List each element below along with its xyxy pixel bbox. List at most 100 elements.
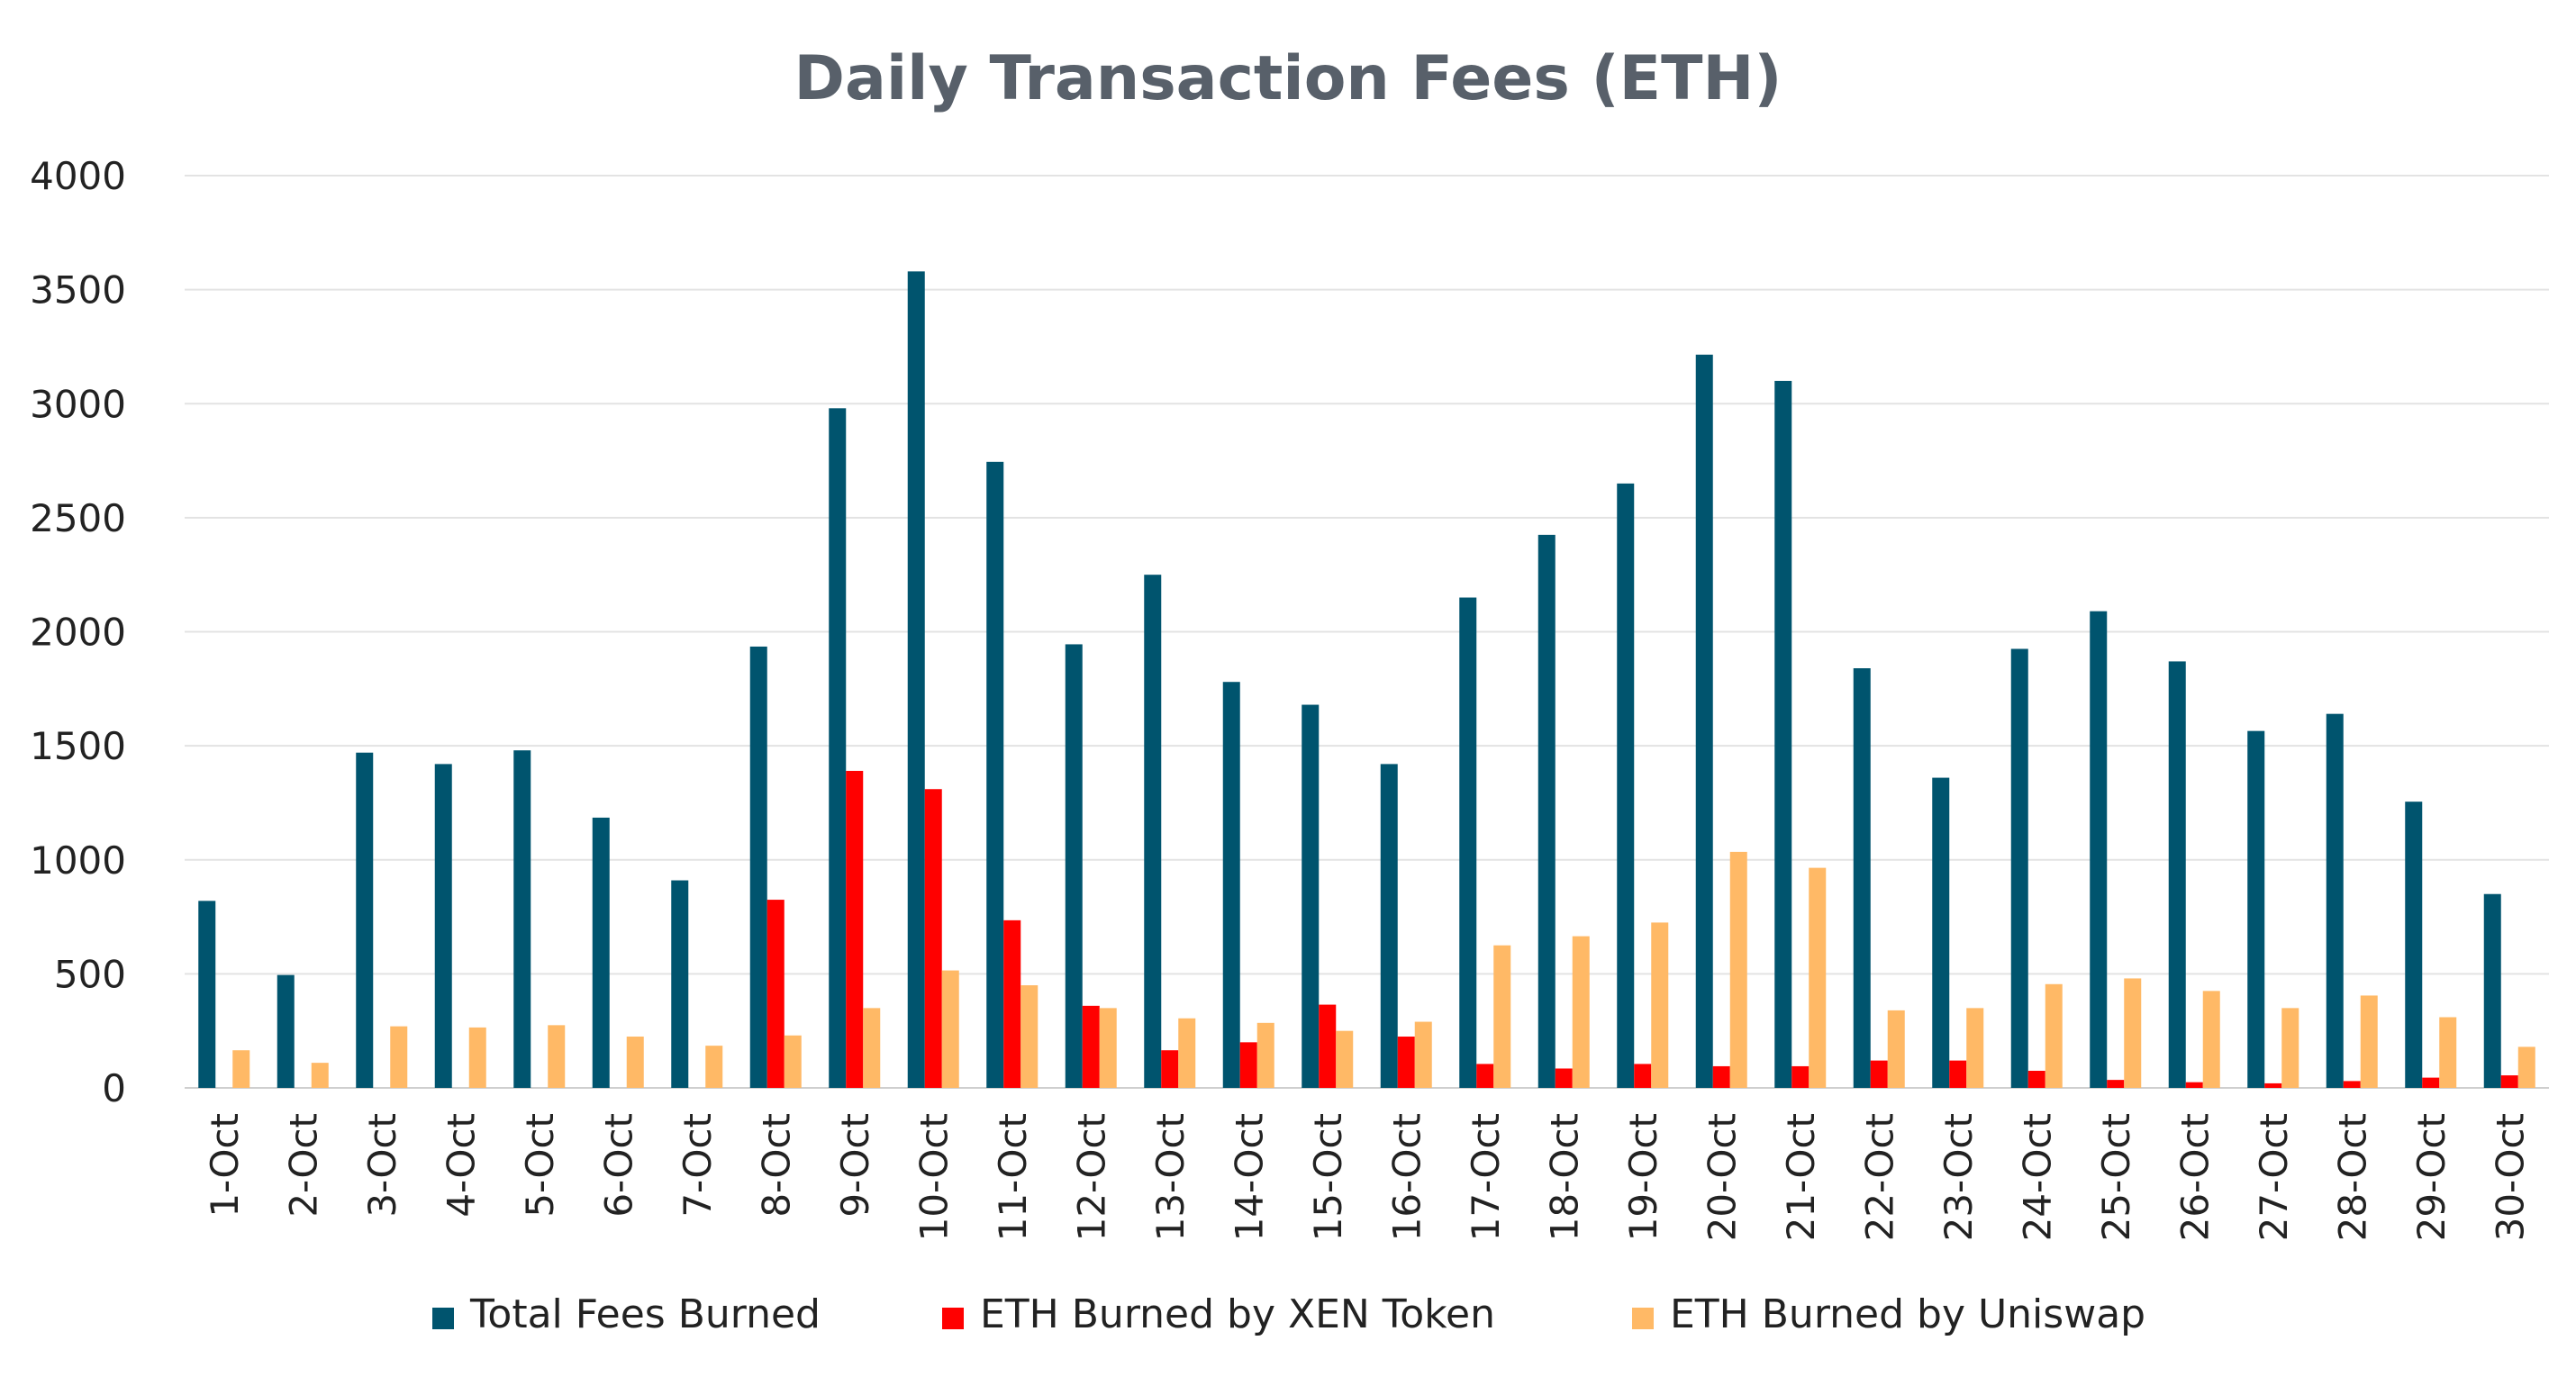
bar-eth-burned-by-xen-token-30-Oct (2500, 1075, 2518, 1088)
y-tick-label: 0 (102, 1066, 126, 1110)
x-tick-label: 14-Oct (1227, 1113, 1271, 1241)
x-tick-label: 13-Oct (1148, 1113, 1193, 1241)
bar-total-fees-burned-13-Oct (1144, 575, 1162, 1088)
bar-eth-burned-by-uniswap-12-Oct (1099, 1008, 1117, 1088)
x-tick-label: 5-Oct (518, 1113, 562, 1218)
bar-total-fees-burned-18-Oct (1537, 534, 1556, 1088)
bar-eth-burned-by-uniswap-29-Oct (2439, 1017, 2457, 1088)
bar-eth-burned-by-uniswap-21-Oct (1809, 867, 1827, 1088)
bar-eth-burned-by-xen-token-25-Oct (2107, 1080, 2125, 1088)
bar-total-fees-burned-5-Oct (513, 750, 531, 1088)
y-tick-label: 2500 (30, 496, 126, 540)
x-tick-label: 28-Oct (2330, 1113, 2374, 1241)
bar-eth-burned-by-xen-token-22-Oct (1870, 1060, 1888, 1088)
legend-item-total-fees-burned: Total Fees Burned (432, 1291, 821, 1337)
chart-title: Daily Transaction Fees (ETH) (794, 43, 1782, 114)
bar-eth-burned-by-uniswap-16-Oct (1414, 1021, 1432, 1088)
bar-total-fees-burned-8-Oct (749, 646, 767, 1088)
x-tick-label: 26-Oct (2172, 1113, 2217, 1241)
bar-eth-burned-by-xen-token-8-Oct (766, 900, 785, 1088)
bar-eth-burned-by-uniswap-9-Oct (863, 1008, 881, 1088)
y-tick-label: 3500 (30, 268, 126, 313)
bar-total-fees-burned-24-Oct (2010, 648, 2028, 1088)
bar-eth-burned-by-xen-token-28-Oct (2343, 1081, 2361, 1088)
bar-eth-burned-by-uniswap-20-Oct (1729, 851, 1747, 1088)
legend-swatch (942, 1308, 964, 1329)
bar-eth-burned-by-uniswap-14-Oct (1256, 1022, 1274, 1088)
x-tick-label: 15-Oct (1306, 1113, 1350, 1241)
x-tick-label: 3-Oct (360, 1113, 404, 1218)
x-tick-label: 16-Oct (1384, 1113, 1429, 1241)
bar-eth-burned-by-uniswap-25-Oct (2124, 978, 2142, 1088)
bar-total-fees-burned-14-Oct (1222, 682, 1240, 1088)
bar-eth-burned-by-xen-token-12-Oct (1082, 1005, 1100, 1088)
bar-total-fees-burned-7-Oct (671, 880, 689, 1088)
bar-eth-burned-by-xen-token-15-Oct (1319, 1004, 1337, 1088)
bar-total-fees-burned-29-Oct (2405, 802, 2423, 1088)
x-tick-label: 25-Oct (2094, 1113, 2138, 1241)
x-tick-label: 30-Oct (2488, 1113, 2532, 1241)
bar-eth-burned-by-uniswap-30-Oct (2517, 1046, 2535, 1088)
bar-eth-burned-by-uniswap-3-Oct (390, 1026, 408, 1088)
bar-total-fees-burned-23-Oct (1932, 777, 1950, 1088)
x-tick-label: 1-Oct (203, 1113, 247, 1218)
y-tick-label: 3000 (30, 382, 126, 426)
bar-eth-burned-by-xen-token-21-Oct (1791, 1065, 1810, 1088)
bar-eth-burned-by-xen-token-17-Oct (1476, 1064, 1494, 1088)
bar-eth-burned-by-xen-token-16-Oct (1397, 1037, 1415, 1088)
x-tick-label: 20-Oct (1700, 1113, 1744, 1241)
bar-eth-burned-by-xen-token-20-Oct (1712, 1065, 1730, 1088)
bar-eth-burned-by-uniswap-22-Oct (1887, 1010, 1905, 1088)
legend-label: ETH Burned by XEN Token (980, 1291, 1495, 1337)
bar-eth-burned-by-xen-token-24-Oct (2027, 1071, 2045, 1088)
bar-eth-burned-by-xen-token-11-Oct (1003, 919, 1021, 1088)
y-tick-label: 2000 (30, 611, 126, 655)
bar-total-fees-burned-19-Oct (1617, 483, 1635, 1088)
bar-eth-burned-by-uniswap-19-Oct (1651, 922, 1669, 1088)
x-tick-label: 17-Oct (1464, 1113, 1508, 1241)
bar-total-fees-burned-30-Oct (2483, 893, 2501, 1088)
bar-eth-burned-by-uniswap-27-Oct (2281, 1008, 2299, 1088)
bar-eth-burned-by-uniswap-28-Oct (2360, 995, 2378, 1088)
bar-total-fees-burned-6-Oct (592, 817, 610, 1088)
x-tick-label: 21-Oct (1779, 1113, 1823, 1241)
y-axis-ticks: 0 500 1000 1500 2000 2500 3000 3500 4000 (30, 154, 126, 1110)
legend: Total Fees Burned ETH Burned by XEN Token… (432, 1291, 2145, 1337)
bar-eth-burned-by-uniswap-26-Oct (2202, 991, 2220, 1088)
x-tick-label: 4-Oct (439, 1113, 483, 1218)
bar-eth-burned-by-xen-token-26-Oct (2185, 1082, 2203, 1088)
bar-total-fees-burned-21-Oct (1774, 380, 1792, 1088)
x-tick-label: 24-Oct (2015, 1113, 2059, 1241)
x-tick-label: 8-Oct (754, 1113, 798, 1218)
bar-eth-burned-by-uniswap-13-Oct (1178, 1018, 1196, 1088)
x-tick-label: 29-Oct (2409, 1113, 2454, 1241)
bar-eth-burned-by-xen-token-29-Oct (2422, 1077, 2440, 1088)
bar-eth-burned-by-uniswap-23-Oct (1966, 1008, 1984, 1088)
bar-eth-burned-by-uniswap-24-Oct (2045, 983, 2063, 1088)
bar-total-fees-burned-17-Oct (1459, 597, 1477, 1088)
bar-eth-burned-by-uniswap-2-Oct (311, 1063, 329, 1088)
bar-total-fees-burned-12-Oct (1065, 644, 1083, 1088)
bar-eth-burned-by-xen-token-18-Oct (1555, 1068, 1573, 1088)
x-axis-ticks: 1-Oct 2-Oct 3-Oct 4-Oct 5-Oct 6-Oct 7-Oct 8-Oct… (203, 1113, 2533, 1241)
bar-eth-burned-by-uniswap-6-Oct (626, 1037, 644, 1088)
bar-eth-burned-by-uniswap-17-Oct (1493, 945, 1511, 1088)
bar-eth-burned-by-uniswap-10-Oct (941, 970, 959, 1088)
bar-total-fees-burned-1-Oct (198, 901, 216, 1088)
x-tick-label: 7-Oct (676, 1113, 720, 1218)
bar-eth-burned-by-uniswap-5-Oct (548, 1025, 566, 1088)
bar-total-fees-burned-9-Oct (829, 408, 847, 1088)
bar-total-fees-burned-20-Oct (1695, 354, 1713, 1088)
y-tick-label: 500 (54, 952, 126, 996)
bar-eth-burned-by-xen-token-23-Oct (1949, 1060, 1967, 1088)
x-tick-label: 27-Oct (2252, 1113, 2296, 1241)
legend-swatch (432, 1308, 454, 1329)
bar-total-fees-burned-22-Oct (1853, 668, 1871, 1088)
gridlines (185, 175, 2549, 1089)
bar-total-fees-burned-3-Oct (356, 752, 374, 1088)
x-tick-label: 23-Oct (1937, 1113, 1981, 1241)
legend-item-eth-burned-by-uniswap: ETH Burned by Uniswap (1632, 1291, 2145, 1337)
bar-total-fees-burned-16-Oct (1380, 764, 1398, 1088)
legend-swatch (1632, 1308, 1654, 1329)
